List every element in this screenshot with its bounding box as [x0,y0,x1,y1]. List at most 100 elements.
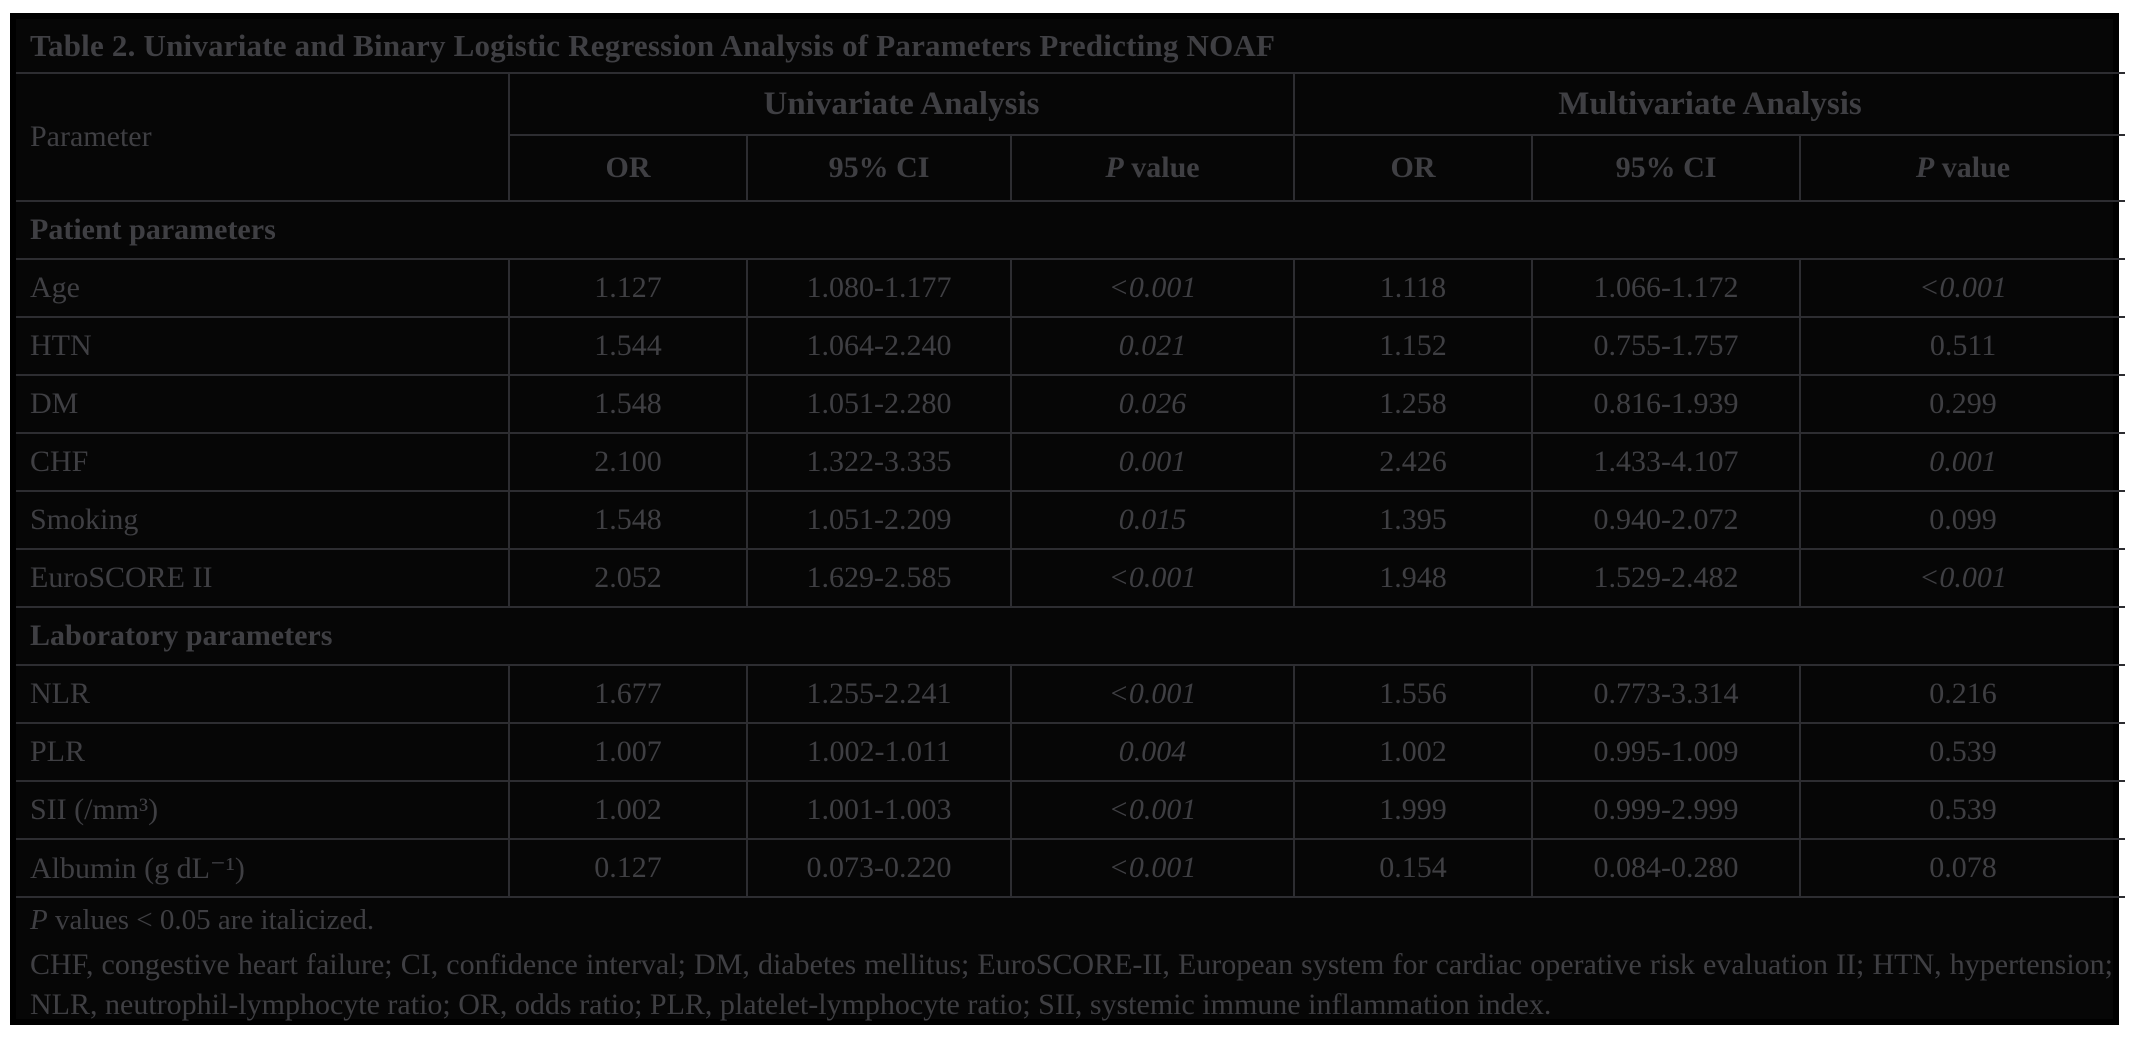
p-italic: P [1915,151,1935,184]
column-header-or-multivariate: OR [1293,134,1533,202]
pvalue-cell: <0.001 [1010,548,1295,608]
footnote-abbreviations: CHF, congestive heart failure; CI, confi… [14,943,2127,1032]
table-row-smoking: Smoking 1.548 1.051-2.209 0.015 1.395 0.… [15,490,2127,550]
regression-table-grid: Table 2. Univariate and Binary Logistic … [14,18,2127,1032]
pvalue-cell: 0.216 [1798,664,2127,724]
value-cell: 0.999-2.999 [1531,780,1801,840]
value-cell: 1.051-2.280 [746,374,1012,434]
value-cell: 0.127 [508,838,748,898]
table-title: Table 2. Univariate and Binary Logistic … [14,18,2127,74]
value-cell: 1.529-2.482 [1531,548,1801,608]
value-cell: 1.127 [508,258,748,318]
value-cell: 1.556 [1293,664,1533,724]
column-header-univariate: Univariate Analysis [508,72,1295,136]
pvalue-cell: <0.001 [1010,838,1295,898]
regression-table: Table 2. Univariate and Binary Logistic … [10,13,2127,1032]
value-cell: 1.080-1.177 [746,258,1012,318]
value-cell: 1.548 [508,490,748,550]
value-cell: 1.548 [508,374,748,434]
value-cell: 0.816-1.939 [1531,374,1801,434]
pvalue-cell: 0.539 [1798,780,2127,840]
row-label: Smoking [15,490,510,550]
table-row-chf: CHF 2.100 1.322-3.335 0.001 2.426 1.433-… [15,432,2127,492]
pvalue-cell: <0.001 [1798,258,2127,318]
value-cell: 1.007 [508,722,748,782]
pvalue-cell: <0.001 [1010,780,1295,840]
value-cell: 1.002-1.011 [746,722,1012,782]
column-header-or-univariate: OR [508,134,748,202]
pvalue-cell: <0.001 [1010,664,1295,724]
value-cell: 1.152 [1293,316,1533,376]
footnote-italic-row: P values < 0.05 are italicized. [14,896,2127,943]
table-row-sii: SII (/mm³) 1.002 1.001-1.003 <0.001 1.99… [15,780,2127,840]
p-rest: value [1123,151,1200,184]
table-row-nlr: NLR 1.677 1.255-2.241 <0.001 1.556 0.773… [15,664,2127,724]
pvalue-cell: 0.004 [1010,722,1295,782]
pvalue-cell: 0.001 [1798,432,2127,492]
value-cell: 0.995-1.009 [1531,722,1801,782]
pvalue-cell: 0.539 [1798,722,2127,782]
column-header-ci-univariate: 95% CI [746,134,1012,202]
value-cell: 1.118 [1293,258,1533,318]
value-cell: 2.100 [508,432,748,492]
value-cell: 2.426 [1293,432,1533,492]
table-row-dm: DM 1.548 1.051-2.280 0.026 1.258 0.816-1… [15,374,2127,434]
p-rest: value [1934,151,2011,184]
value-cell: 1.433-4.107 [1531,432,1801,492]
table-row-htn: HTN 1.544 1.064-2.240 0.021 1.152 0.755-… [15,316,2127,376]
pvalue-cell: 0.021 [1010,316,1295,376]
value-cell: 0.940-2.072 [1531,490,1801,550]
value-cell: 1.677 [508,664,748,724]
value-cell: 1.544 [508,316,748,376]
row-label: SII (/mm³) [15,780,510,840]
column-header-ci-multivariate: 95% CI [1531,134,1801,202]
row-label: DM [15,374,510,434]
value-cell: 1.001-1.003 [746,780,1012,840]
value-cell: 1.258 [1293,374,1533,434]
pvalue-cell: <0.001 [1798,548,2127,608]
value-cell: 1.948 [1293,548,1533,608]
value-cell: 0.073-0.220 [746,838,1012,898]
pvalue-cell: 0.099 [1798,490,2127,550]
footnote-abbreviations-row: CHF, congestive heart failure; CI, confi… [14,943,2127,1032]
table-row-albumin: Albumin (g dL⁻¹) 0.127 0.073-0.220 <0.00… [15,838,2127,898]
pvalue-cell: 0.001 [1010,432,1295,492]
value-cell: 1.395 [1293,490,1533,550]
value-cell: 0.084-0.280 [1531,838,1801,898]
row-label: HTN [15,316,510,376]
section-header: Patient parameters [14,200,2127,260]
pvalue-cell: 0.015 [1010,490,1295,550]
pvalue-cell: 0.026 [1010,374,1295,434]
value-cell: 0.755-1.757 [1531,316,1801,376]
value-cell: 1.066-1.172 [1531,258,1801,318]
p-italic: P [1105,151,1124,184]
value-cell: 2.052 [508,548,748,608]
pvalue-cell: <0.001 [1010,258,1295,318]
column-header-pvalue-multivariate: P value [1798,134,2127,202]
title-row: Table 2. Univariate and Binary Logistic … [14,18,2127,74]
value-cell: 1.051-2.209 [746,490,1012,550]
value-cell: 1.629-2.585 [746,548,1012,608]
pvalue-cell: 0.078 [1798,838,2127,898]
p-italic: P [30,904,48,936]
footnote-italic-note: P values < 0.05 are italicized. [14,896,2127,943]
value-cell: 1.255-2.241 [746,664,1012,724]
value-cell: 1.322-3.335 [746,432,1012,492]
table-row-age: Age 1.127 1.080-1.177 <0.001 1.118 1.066… [15,258,2127,318]
row-label: EuroSCORE II [15,548,510,608]
value-cell: 1.999 [1293,780,1533,840]
value-cell: 1.064-2.240 [746,316,1012,376]
column-header-pvalue-univariate: P value [1010,134,1295,202]
footnote-text: values < 0.05 are italicized. [47,904,375,936]
value-cell: 1.002 [1293,722,1533,782]
row-label: Age [15,258,510,318]
value-cell: 0.154 [1293,838,1533,898]
pvalue-cell: 0.511 [1798,316,2127,376]
row-label: PLR [15,722,510,782]
column-header-parameter: Parameter [15,72,510,202]
section-row-laboratory: Laboratory parameters [14,606,2127,666]
row-label: NLR [15,664,510,724]
row-label: Albumin (g dL⁻¹) [15,838,510,898]
value-cell: 0.773-3.314 [1531,664,1801,724]
row-label: CHF [15,432,510,492]
